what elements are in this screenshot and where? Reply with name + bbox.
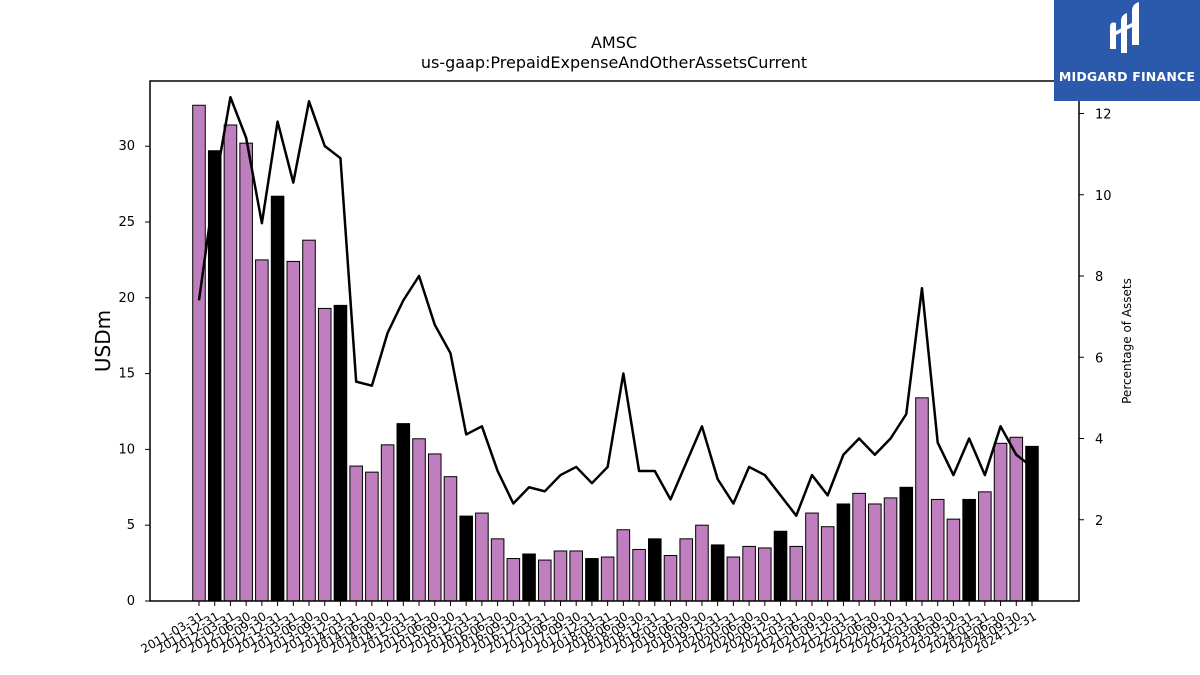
bar [302, 239, 316, 602]
bar [396, 423, 411, 602]
bar [868, 503, 882, 602]
bar [537, 559, 552, 602]
bar [789, 545, 804, 602]
bar [836, 503, 851, 602]
bar [930, 498, 945, 602]
bar [522, 553, 536, 602]
bar [1025, 445, 1039, 602]
bar [270, 195, 285, 602]
bar [553, 550, 568, 602]
bar [475, 512, 489, 602]
bar [726, 556, 741, 602]
bar [773, 530, 788, 602]
y2-tick-label: 8 [1095, 270, 1103, 285]
bar-series [192, 104, 1039, 602]
bar [883, 497, 898, 602]
y-tick-label: 10 [118, 442, 135, 457]
percentage-line [197, 96, 1033, 517]
bar [805, 512, 819, 602]
bar [443, 476, 458, 602]
bar [569, 550, 583, 602]
bar [459, 515, 473, 602]
bar [255, 259, 269, 602]
brand-name: MIDGARD FINANCE [1058, 69, 1196, 84]
bar [349, 465, 363, 602]
bar [978, 491, 992, 602]
y-tick-label: 20 [118, 291, 135, 306]
bar [506, 558, 521, 602]
chart-subtitle: us-gaap:PrepaidExpenseAndOtherAssetsCurr… [421, 53, 807, 72]
bar [490, 538, 505, 602]
bar [695, 524, 709, 602]
bar [1009, 436, 1024, 602]
bar [239, 142, 253, 602]
bar [632, 548, 646, 602]
bar [333, 304, 348, 602]
bar [365, 471, 379, 602]
bar [679, 538, 694, 602]
y2-tick-label: 6 [1095, 351, 1103, 366]
bar [962, 498, 976, 602]
y-tick-label: 30 [118, 139, 135, 154]
bar [946, 518, 961, 602]
y-tick-label: 25 [118, 215, 135, 230]
bar [915, 397, 929, 602]
bar [758, 547, 772, 602]
y-tick-label: 0 [127, 594, 135, 609]
y2-axis-label: Percentage of Assets [1120, 278, 1134, 404]
line-series [197, 96, 1033, 517]
y2-tick-label: 4 [1095, 433, 1103, 448]
bar [380, 444, 395, 602]
midgard-logo-icon [1110, 2, 1139, 53]
plot-frame [149, 80, 1080, 602]
x-axis: 2011-03-312011-12-312012-03-312012-06-30… [138, 601, 1039, 656]
bar [192, 104, 206, 602]
y-axis-left: 0 5 10 15 20 25 30 [118, 139, 150, 609]
bar [852, 492, 866, 602]
bar [223, 124, 238, 602]
bar [742, 545, 756, 602]
bar [710, 544, 725, 602]
y-tick-label: 15 [118, 367, 135, 382]
y-axis-label: USDm [91, 310, 115, 372]
bar [286, 260, 301, 602]
bar [648, 538, 662, 602]
y2-tick-label: 12 [1095, 108, 1112, 123]
bar [899, 486, 914, 602]
y2-tick-label: 2 [1095, 514, 1103, 529]
bar [820, 526, 835, 602]
bar [317, 307, 332, 602]
bar [427, 453, 442, 602]
y-tick-label: 5 [127, 518, 135, 533]
chart-title: AMSC [591, 33, 637, 52]
y2-tick-label: 10 [1095, 189, 1112, 204]
bar [993, 442, 1008, 602]
brand-logo: MIDGARD FINANCE [1054, 0, 1200, 101]
bar [616, 529, 631, 602]
bar [585, 558, 599, 602]
y-axis-right: 2 4 6 8 10 12 [1079, 108, 1112, 529]
bar [663, 555, 678, 602]
bar [412, 438, 426, 602]
bar [600, 556, 615, 602]
